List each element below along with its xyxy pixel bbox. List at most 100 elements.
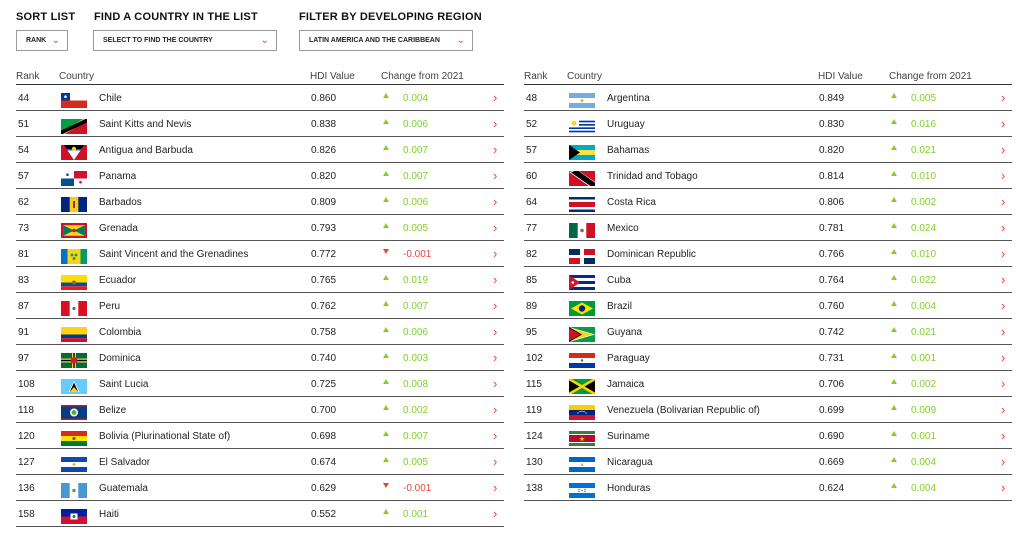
- chevron-right-icon[interactable]: ›: [1001, 428, 1006, 443]
- arrow-up-icon: [383, 301, 389, 306]
- table-row[interactable]: 108 Saint Lucia 0.725 0.008 ›: [16, 371, 504, 397]
- chevron-right-icon[interactable]: ›: [1001, 454, 1006, 469]
- chevron-right-icon[interactable]: ›: [493, 506, 498, 521]
- chevron-right-icon[interactable]: ›: [1001, 402, 1006, 417]
- country-name: Antigua and Barbuda: [99, 145, 193, 156]
- chevron-right-icon[interactable]: ›: [1001, 246, 1006, 261]
- chevron-right-icon[interactable]: ›: [493, 350, 498, 365]
- arrow-up-icon: [891, 275, 897, 280]
- change-value: 0.006: [403, 119, 429, 130]
- flag-ecuador-icon: [61, 275, 87, 290]
- chevron-right-icon[interactable]: ›: [1001, 142, 1006, 157]
- rank-cell: 57: [526, 145, 538, 156]
- chevron-right-icon[interactable]: ›: [1001, 272, 1006, 287]
- table-row[interactable]: 62 Barbados 0.809 0.006 ›: [16, 189, 504, 215]
- flag-brazil-icon: [569, 301, 595, 316]
- table-row[interactable]: 54 Antigua and Barbuda 0.826 0.007 ›: [16, 137, 504, 163]
- rank-cell: 130: [526, 457, 543, 468]
- table-row[interactable]: 73 Grenada 0.793 0.005 ›: [16, 215, 504, 241]
- country-name: Dominica: [99, 353, 141, 364]
- table-row[interactable]: 158 Haiti 0.552 0.001 ›: [16, 501, 504, 527]
- chevron-right-icon[interactable]: ›: [493, 428, 498, 443]
- table-row[interactable]: 52 Uruguay 0.830 0.016 ›: [524, 111, 1012, 137]
- table-row[interactable]: 97 Dominica 0.740 0.003 ›: [16, 345, 504, 371]
- table-row[interactable]: 118 Belize 0.700 0.002 ›: [16, 397, 504, 423]
- table-row[interactable]: 119 Venezuela (Bolivarian Republic of) 0.6…: [524, 397, 1012, 423]
- table-row[interactable]: 136 Guatemala 0.629 -0.001 ›: [16, 475, 504, 501]
- sort-select[interactable]: RANK ⌄: [16, 30, 68, 51]
- chevron-right-icon[interactable]: ›: [1001, 116, 1006, 131]
- chevron-right-icon[interactable]: ›: [493, 90, 498, 105]
- arrow-up-icon: [891, 249, 897, 254]
- table-header: Rank Country HDI Value Change from 2021: [16, 69, 504, 85]
- country-table-right: Rank Country HDI Value Change from 2021 …: [524, 69, 1012, 501]
- filter-region-select[interactable]: LATIN AMERICA AND THE CARIBBEAN ⌄: [299, 30, 473, 51]
- table-row[interactable]: 60 Trinidad and Tobago 0.814 0.010 ›: [524, 163, 1012, 189]
- hdi-value: 0.742: [819, 327, 845, 338]
- arrow-up-icon: [383, 327, 389, 332]
- arrow-up-icon: [891, 483, 897, 488]
- table-row[interactable]: 89 Brazil 0.760 0.004 ›: [524, 293, 1012, 319]
- change-value: -0.001: [403, 483, 432, 494]
- hdi-value: 0.669: [819, 457, 845, 468]
- chevron-right-icon[interactable]: ›: [1001, 350, 1006, 365]
- chevron-right-icon[interactable]: ›: [493, 402, 498, 417]
- table-row[interactable]: 87 Peru 0.762 0.007 ›: [16, 293, 504, 319]
- chevron-right-icon[interactable]: ›: [493, 194, 498, 209]
- table-row[interactable]: 124 Suriname 0.690 0.001 ›: [524, 423, 1012, 449]
- chevron-right-icon[interactable]: ›: [493, 376, 498, 391]
- find-country-select[interactable]: SELECT TO FIND THE COUNTRY ⌄: [93, 30, 277, 51]
- chevron-right-icon[interactable]: ›: [1001, 220, 1006, 235]
- table-row[interactable]: 44 Chile 0.860 0.004 ›: [16, 85, 504, 111]
- table-row[interactable]: 115 Jamaica 0.706 0.002 ›: [524, 371, 1012, 397]
- country-name: Venezuela (Bolivarian Republic of): [607, 405, 760, 416]
- chevron-right-icon[interactable]: ›: [493, 272, 498, 287]
- chevron-right-icon[interactable]: ›: [1001, 194, 1006, 209]
- table-row[interactable]: 127 El Salvador 0.674 0.005 ›: [16, 449, 504, 475]
- change-value: 0.004: [911, 483, 937, 494]
- table-row[interactable]: 95 Guyana 0.742 0.021 ›: [524, 319, 1012, 345]
- change-value: 0.004: [911, 301, 937, 312]
- chevron-right-icon[interactable]: ›: [493, 454, 498, 469]
- table-row[interactable]: 91 Colombia 0.758 0.006 ›: [16, 319, 504, 345]
- change-value: 0.007: [403, 171, 429, 182]
- chevron-right-icon[interactable]: ›: [1001, 90, 1006, 105]
- table-row[interactable]: 82 Dominican Republic 0.766 0.010 ›: [524, 241, 1012, 267]
- table-row[interactable]: 48 Argentina 0.849 0.005 ›: [524, 85, 1012, 111]
- flag-mexico-icon: [569, 223, 595, 238]
- table-row[interactable]: 64 Costa Rica 0.806 0.002 ›: [524, 189, 1012, 215]
- table-row[interactable]: 83 Ecuador 0.765 0.019 ›: [16, 267, 504, 293]
- table-row[interactable]: 51 Saint Kitts and Nevis 0.838 0.006 ›: [16, 111, 504, 137]
- chevron-right-icon[interactable]: ›: [1001, 376, 1006, 391]
- chevron-right-icon[interactable]: ›: [493, 246, 498, 261]
- table-row[interactable]: 120 Bolivia (Plurinational State of) 0.698…: [16, 423, 504, 449]
- chevron-right-icon[interactable]: ›: [493, 168, 498, 183]
- rank-cell: 91: [18, 327, 30, 338]
- chevron-right-icon[interactable]: ›: [1001, 480, 1006, 495]
- rank-cell: 44: [18, 93, 30, 104]
- chevron-right-icon[interactable]: ›: [493, 220, 498, 235]
- chevron-right-icon[interactable]: ›: [493, 116, 498, 131]
- chevron-right-icon[interactable]: ›: [493, 142, 498, 157]
- chevron-right-icon[interactable]: ›: [1001, 324, 1006, 339]
- rank-cell: 118: [18, 405, 34, 416]
- hdi-value: 0.690: [819, 431, 845, 442]
- table-row[interactable]: 130 Nicaragua 0.669 0.004 ›: [524, 449, 1012, 475]
- hdi-value: 0.765: [311, 275, 337, 286]
- table-row[interactable]: 77 Mexico 0.781 0.024 ›: [524, 215, 1012, 241]
- table-row[interactable]: 57 Bahamas 0.820 0.021 ›: [524, 137, 1012, 163]
- chevron-right-icon[interactable]: ›: [1001, 298, 1006, 313]
- table-row[interactable]: 85 Cuba 0.764 0.022 ›: [524, 267, 1012, 293]
- chevron-right-icon[interactable]: ›: [493, 480, 498, 495]
- table-row[interactable]: 81 Saint Vincent and the Grenadines 0.772 -…: [16, 241, 504, 267]
- country-name: Trinidad and Tobago: [607, 171, 698, 182]
- chevron-right-icon[interactable]: ›: [1001, 168, 1006, 183]
- chevron-right-icon[interactable]: ›: [493, 298, 498, 313]
- table-row[interactable]: 138 Honduras 0.624 0.004 ›: [524, 475, 1012, 501]
- rank-cell: 82: [526, 249, 538, 260]
- sort-list-label: SORT LIST: [16, 11, 76, 23]
- table-row[interactable]: 57 Panama 0.820 0.007 ›: [16, 163, 504, 189]
- chevron-right-icon[interactable]: ›: [493, 324, 498, 339]
- table-row[interactable]: 102 Paraguay 0.731 0.001 ›: [524, 345, 1012, 371]
- country-name: Uruguay: [607, 119, 645, 130]
